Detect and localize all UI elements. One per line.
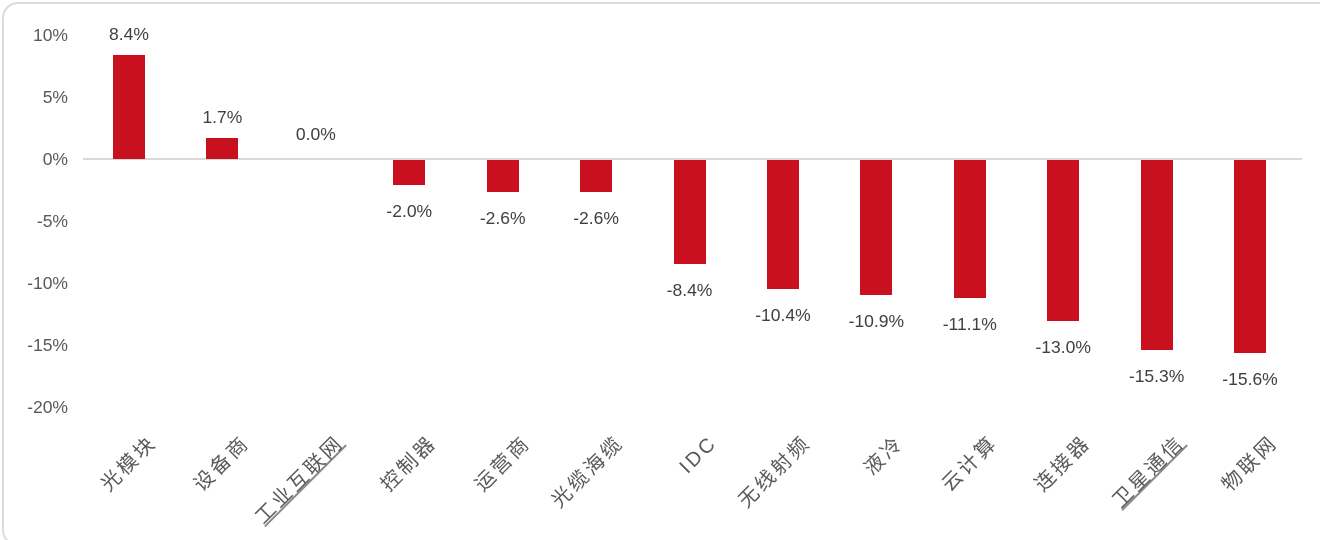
y-axis-tick-label: -5% [36, 211, 68, 231]
bar-13 [1234, 160, 1267, 354]
category-label-8: 无线射频 [734, 431, 816, 513]
y-axis-tick-label: -15% [27, 335, 68, 355]
data-label-10: -11.1% [942, 313, 997, 334]
category-label-5: 运营商 [470, 431, 535, 497]
data-label-2: 1.7% [202, 106, 243, 127]
y-axis-tick-label: 5% [42, 87, 68, 107]
bar-7 [673, 160, 706, 265]
bar-1 [113, 54, 145, 159]
data-label-4: -2.0% [386, 200, 433, 221]
category-label-10: 云计算 [937, 431, 1003, 497]
y-axis-tick-label: 0% [42, 149, 68, 169]
bar-2 [206, 137, 239, 159]
category-label-9: 液冷 [860, 431, 909, 480]
bar-10 [953, 160, 986, 298]
category-label-4: 控制器 [377, 431, 442, 497]
bar-9 [860, 160, 893, 296]
data-label-9: -10.9% [848, 311, 905, 332]
data-label-11: -13.0% [1035, 337, 1091, 358]
y-axis-tick-label: 10% [32, 25, 68, 45]
data-label-12: -15.3% [1128, 365, 1185, 386]
data-label-6: -2.6% [573, 208, 619, 229]
data-label-3: 0.0% [295, 124, 336, 144]
data-label-1: 8.4% [109, 23, 149, 44]
bar-6 [580, 160, 613, 193]
zero-axis-line [83, 158, 1302, 160]
bar-4 [393, 160, 426, 185]
bar-11 [1047, 160, 1080, 322]
category-label-13: 物联网 [1217, 431, 1283, 497]
data-label-8: -10.4% [755, 304, 811, 325]
bar-12 [1140, 160, 1173, 350]
bar-5 [486, 160, 519, 193]
category-label-6: 光缆海缆 [547, 431, 629, 513]
data-label-5: -2.6% [479, 208, 526, 229]
bar-8 [766, 160, 799, 289]
category-label-12: 卫星通信 [1108, 431, 1189, 513]
category-label-11: 连接器 [1031, 431, 1096, 497]
data-label-7: -8.4% [666, 280, 713, 301]
category-label-7: IDC [675, 431, 722, 478]
y-axis-tick-label: -20% [27, 397, 68, 417]
category-label-2: 设备商 [190, 431, 255, 497]
y-axis-tick-label: -10% [27, 273, 68, 293]
category-label-1: 光模块 [96, 431, 162, 497]
data-label-13: -15.6% [1222, 369, 1278, 390]
category-label-3: 工业互联网 [251, 431, 349, 529]
